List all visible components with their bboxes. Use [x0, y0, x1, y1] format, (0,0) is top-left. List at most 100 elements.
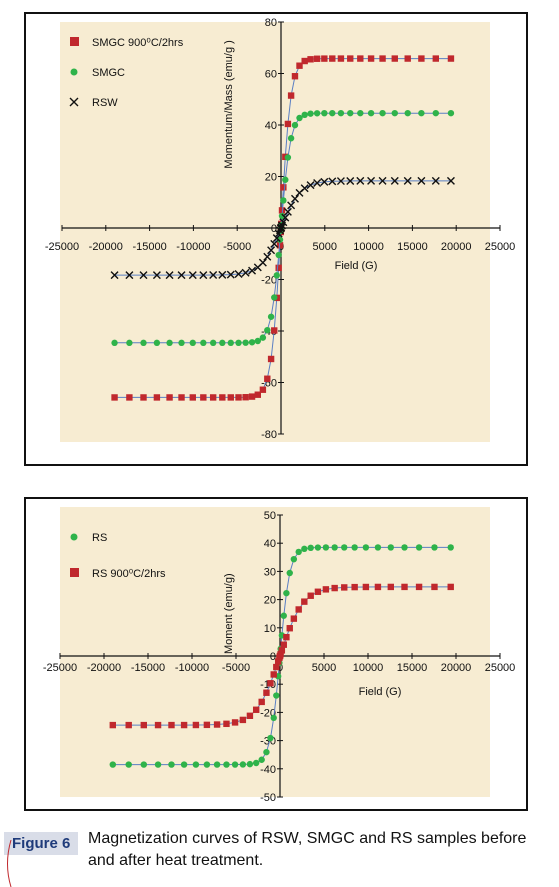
data-point: [300, 184, 309, 193]
data-point: [391, 109, 398, 117]
series-rs: [109, 544, 454, 768]
y-tick-label: -80: [261, 429, 277, 441]
data-point: [264, 375, 271, 382]
data-point: [177, 271, 186, 280]
data-point: [357, 109, 364, 117]
data-point: [223, 761, 230, 768]
data-point: [125, 761, 132, 768]
data-point: [248, 393, 256, 400]
data-point: [199, 271, 208, 280]
data-point: [242, 339, 249, 346]
data-point: [291, 73, 299, 80]
y-tick-label: 40: [265, 120, 277, 132]
y-tick-label: 60: [265, 69, 277, 81]
data-point: [154, 721, 162, 729]
data-point: [301, 57, 308, 65]
data-point: [290, 194, 299, 203]
x-tick-label: 15000: [397, 241, 428, 253]
data-point: [307, 544, 314, 552]
data-point: [307, 56, 314, 63]
legend-marker: [69, 97, 79, 107]
data-point: [152, 271, 161, 280]
data-point: [227, 394, 234, 401]
data-point: [218, 270, 227, 279]
data-point: [387, 544, 395, 551]
y-tick-label: 30: [264, 566, 276, 578]
x-tick-label: 5000: [313, 241, 337, 253]
data-point: [284, 120, 292, 128]
data-point: [125, 721, 132, 729]
x-axis-title: Field (G): [335, 260, 378, 272]
data-point: [431, 176, 440, 185]
data-point: [336, 177, 345, 186]
data-point: [447, 544, 454, 551]
data-point: [307, 592, 314, 599]
data-point: [235, 339, 242, 347]
data-point: [347, 109, 354, 117]
data-point: [313, 179, 322, 188]
data-point: [296, 114, 303, 122]
data-point: [267, 313, 275, 320]
data-point: [287, 135, 295, 142]
data-point: [264, 326, 271, 334]
data-point: [267, 246, 276, 255]
data-point: [270, 239, 279, 248]
data-point: [200, 339, 207, 347]
legend-label: RS 900⁰C/2hrs: [92, 568, 166, 580]
data-point: [267, 734, 274, 742]
data-point: [213, 721, 221, 728]
data-point: [226, 270, 235, 279]
data-point: [415, 583, 423, 591]
data-point: [259, 334, 267, 341]
data-point: [273, 692, 280, 699]
data-point: [270, 714, 277, 722]
data-point: [192, 761, 200, 768]
x-tick-label: 15000: [397, 662, 428, 674]
series-rsw: [110, 176, 455, 280]
data-point: [267, 355, 275, 363]
data-point: [248, 266, 257, 275]
x-tick-label: -25000: [45, 241, 79, 253]
data-point: [254, 391, 261, 398]
data-point: [314, 588, 322, 595]
magnetization-chart-2: -25000 -20000 -15000 -10000 -5000 0 5000 10000 1…: [43, 507, 515, 804]
data-point: [391, 55, 398, 62]
data-point: [165, 271, 174, 280]
data-point: [241, 268, 250, 277]
plot-area-background: [60, 507, 490, 797]
data-point: [263, 748, 270, 756]
data-point: [235, 394, 242, 401]
data-point: [252, 706, 260, 713]
x-tick-label: 20000: [441, 662, 472, 674]
data-point: [239, 761, 247, 768]
data-point: [367, 55, 375, 62]
data-point: [140, 394, 147, 401]
data-point: [283, 207, 292, 216]
legend-label: SMGC 900⁰C/2hrs: [92, 37, 184, 49]
y-tick-label: 50: [264, 510, 276, 522]
data-point: [189, 394, 196, 401]
data-point: [281, 213, 290, 222]
data-point: [273, 272, 280, 279]
data-point: [321, 55, 328, 62]
data-point: [223, 720, 230, 728]
legend-marker: [70, 68, 78, 76]
data-point: [246, 760, 254, 768]
data-point: [404, 55, 411, 62]
data-point: [111, 339, 118, 347]
chart-panel-1: -25000 -20000 -15000 -10000 -5000 0 5000 10000 1…: [24, 12, 528, 466]
x-tick-label: -25000: [43, 662, 77, 674]
data-point: [178, 339, 185, 347]
data-point: [417, 176, 426, 185]
data-point: [219, 339, 226, 347]
data-point: [280, 612, 287, 619]
chart-panel-2: -25000 -20000 -15000 -10000 -5000 0 5000 10000 1…: [24, 497, 528, 811]
data-point: [301, 598, 308, 605]
data-point: [277, 650, 284, 658]
data-point: [296, 62, 303, 69]
data-point: [192, 721, 200, 729]
x-tick-label: 25000: [485, 241, 516, 253]
legend-label: SMGC: [92, 67, 125, 79]
data-point: [286, 625, 293, 632]
